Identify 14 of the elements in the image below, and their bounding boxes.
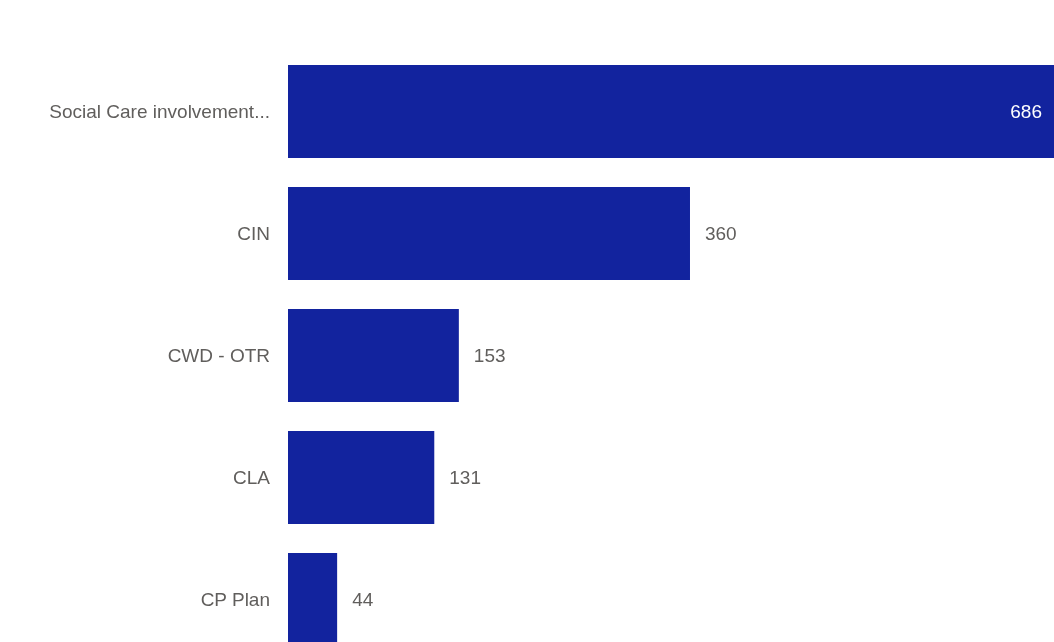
bar: [288, 187, 690, 280]
data-label: 686: [1010, 101, 1042, 123]
data-label: 153: [473, 345, 506, 367]
y-tick-label: CLA: [233, 467, 271, 489]
y-tick-label: CIN: [237, 223, 270, 245]
y-tick-label: CP Plan: [200, 589, 270, 611]
bar: [288, 309, 459, 402]
data-label: 131: [449, 467, 481, 489]
y-tick-label: CWD - OTR: [167, 345, 270, 367]
y-tick-label: Social Care involvement...: [49, 101, 270, 123]
bar: [288, 431, 435, 524]
data-label: 44: [352, 589, 374, 611]
bar: [288, 65, 1054, 158]
data-label: 360: [704, 223, 737, 245]
